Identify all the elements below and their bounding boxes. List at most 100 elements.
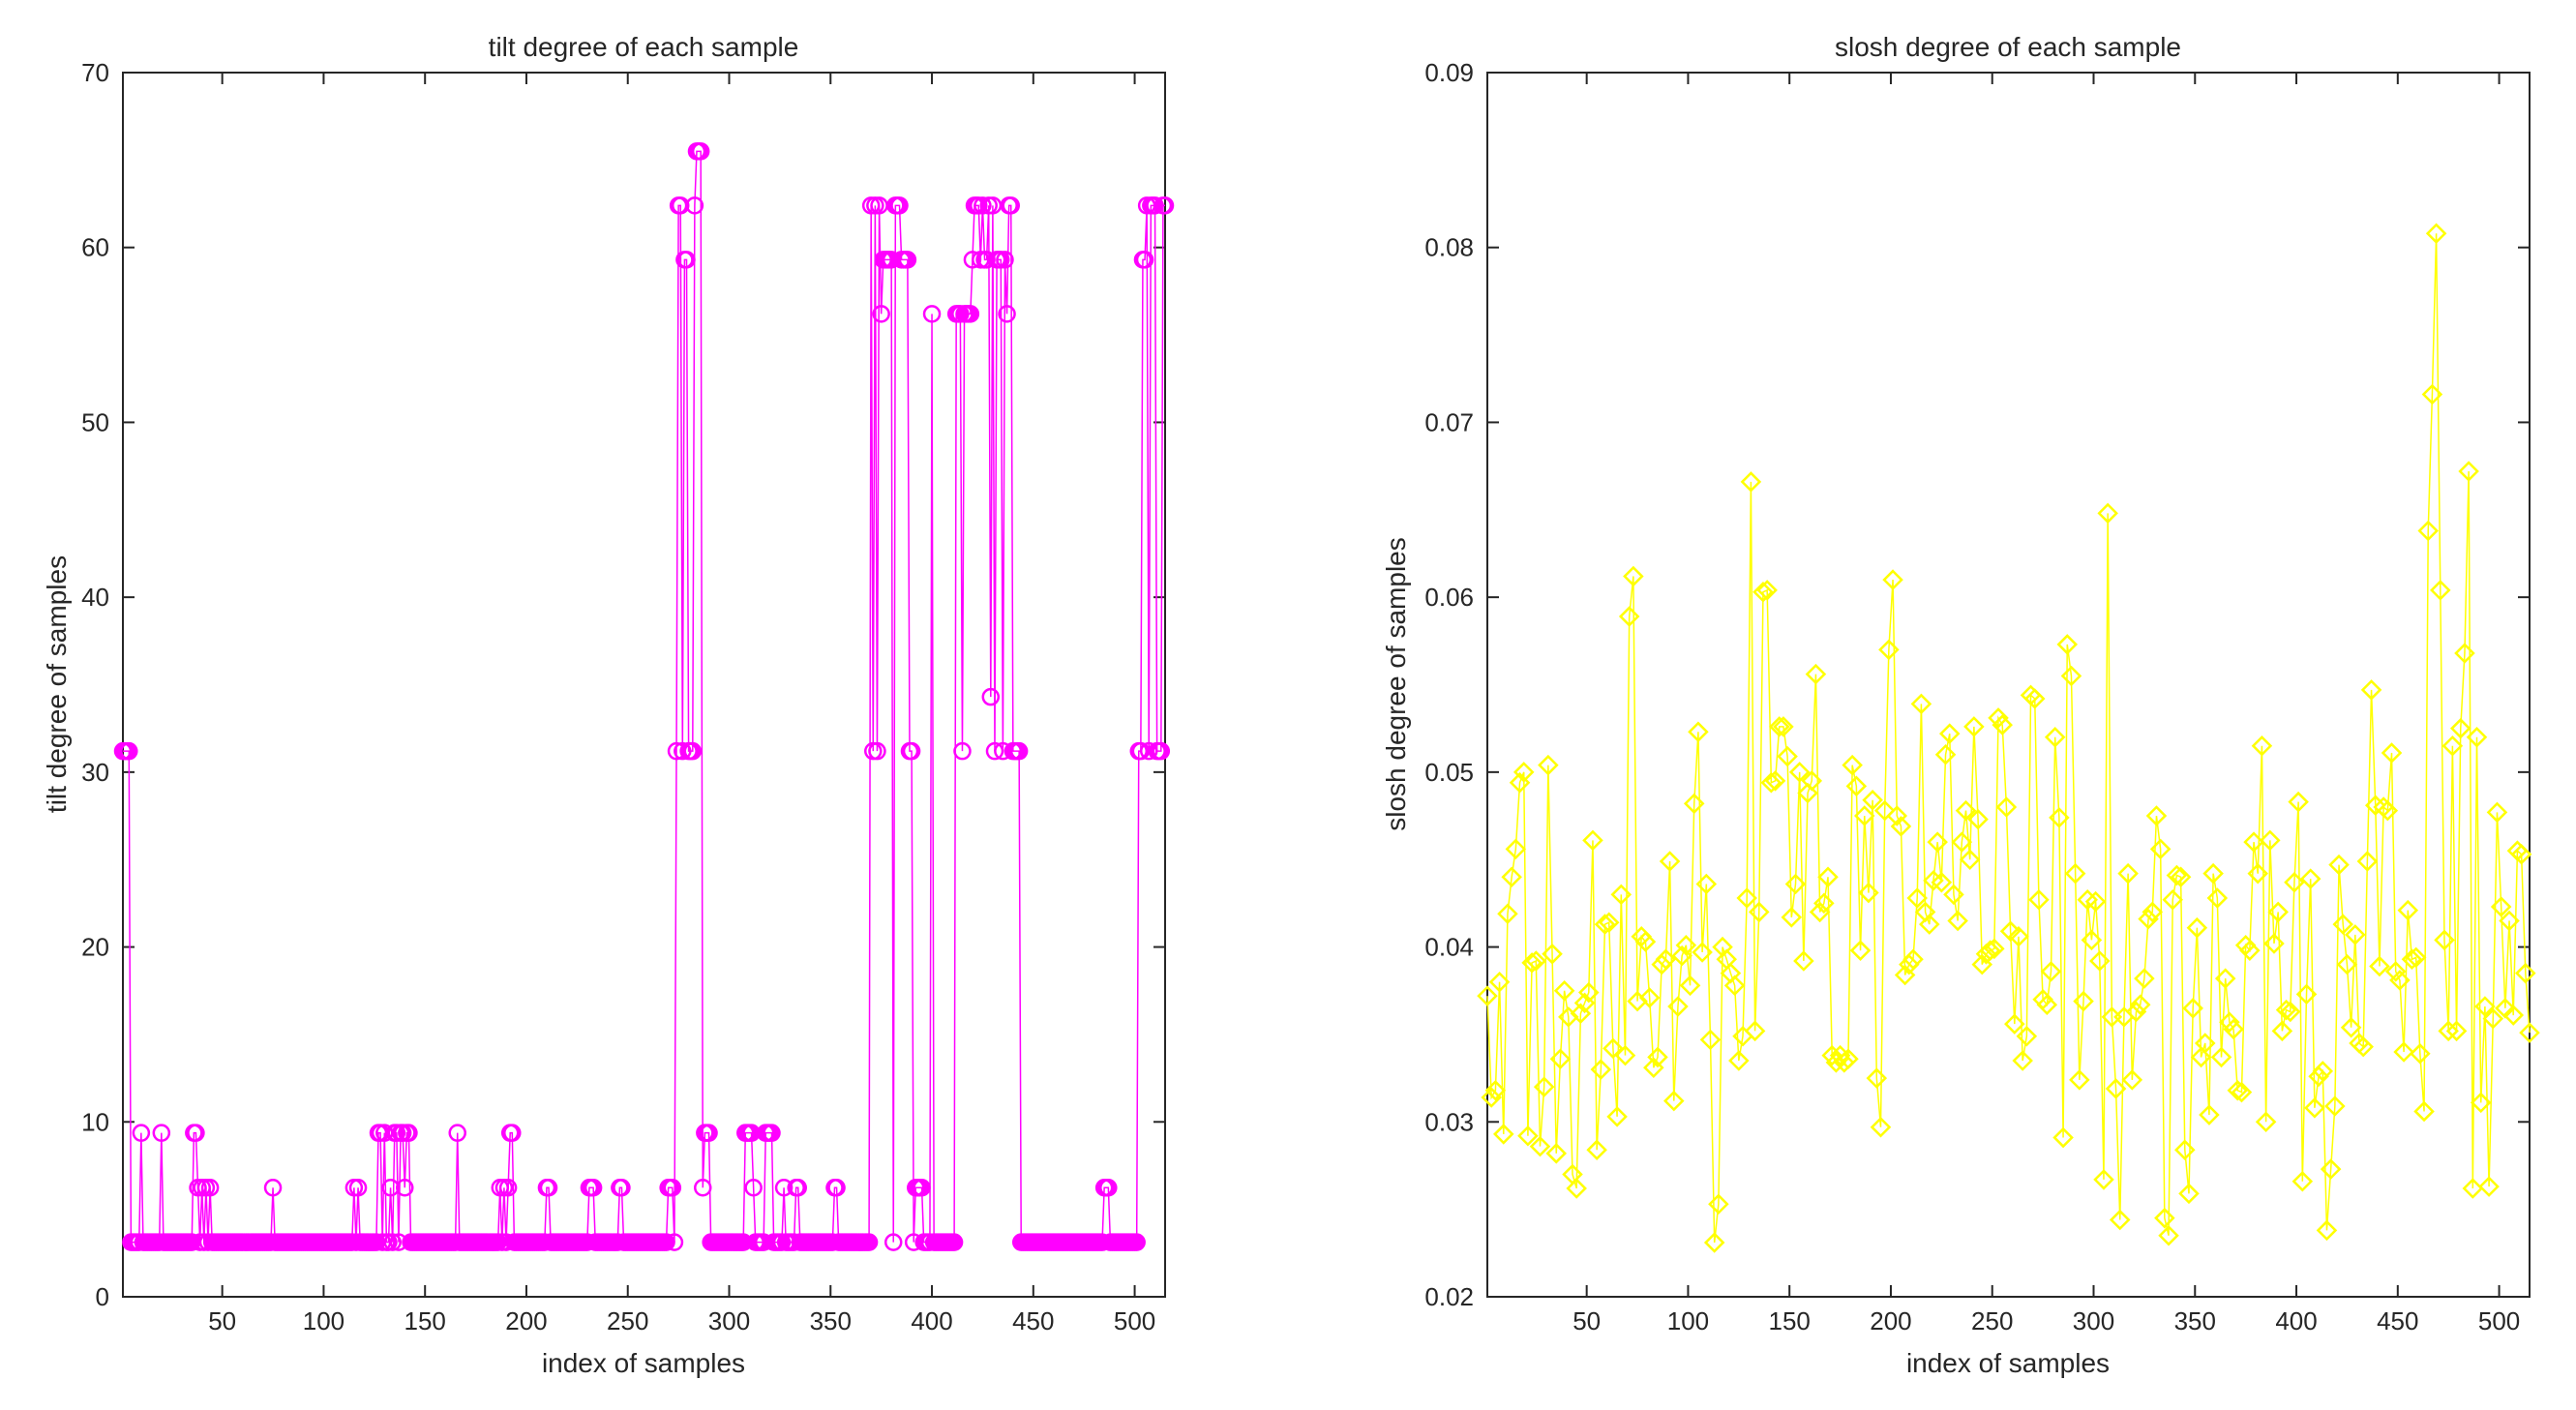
slosh-point [1623,565,1644,587]
slosh-point [2097,502,2118,525]
slosh-point [2345,924,2366,945]
slosh-point [1777,745,1798,767]
slosh-point [2413,1100,2435,1123]
slosh-point [1695,873,1718,895]
slosh-x-tick-label: 500 [2478,1306,2520,1335]
slosh-y-tick-label: 0.04 [1424,933,1474,962]
slosh-point [2219,1011,2240,1034]
slosh-point [2304,1097,2325,1119]
slosh-point [1979,940,2001,961]
slosh-point [2125,1001,2147,1023]
slosh-point [2441,735,2464,757]
slosh-point [2231,1081,2253,1103]
slosh-point [2515,962,2536,984]
slosh-point [1890,816,1912,837]
slosh-point [2056,634,2079,655]
slosh-point [2166,864,2188,886]
slosh-point [2206,887,2229,909]
tilt-x-tick-label: 300 [708,1306,750,1335]
slosh-point [2356,851,2379,872]
tilt-point [683,741,703,761]
slosh-ticks: 50 100 150 200 250 300 350 400 450 500 0.02 0.03 0.0… [1424,58,2530,1335]
slosh-point [1566,1178,1587,1199]
slosh-point [1805,663,1827,685]
tilt-x-tick-label: 200 [505,1306,547,1335]
slosh-point [1845,775,1868,797]
slosh-point [1484,1079,1507,1101]
slosh-series-line [1486,233,2531,1244]
slosh-point [1793,950,1814,972]
slosh-point [1533,1076,1555,1097]
slosh-point [1549,1048,1572,1069]
slosh-y-tick-label: 0.07 [1424,407,1474,436]
slosh-point [1784,873,1807,895]
tilt-point [977,251,996,269]
slosh-point [1931,871,1953,893]
slosh-point [1577,981,1600,1004]
slosh-point [2316,1219,2338,1242]
slosh-point [2393,1041,2414,1063]
tilt-point [1009,741,1029,761]
slosh-point [2308,1065,2329,1088]
tilt-point [872,305,890,323]
slosh-point [1902,948,1924,970]
slosh-point [1764,770,1786,792]
tilt-point [657,1233,675,1251]
slosh-point [1663,1090,1685,1112]
slosh-point [2449,717,2471,739]
slosh-point [1525,950,1547,972]
slosh-point [2008,925,2029,947]
slosh-point [1736,887,1757,909]
slosh-point [1603,1037,1624,1060]
slosh-y-tick-label: 0.02 [1424,1282,1474,1311]
slosh-point [2364,795,2386,816]
slosh-point [2149,838,2172,860]
slosh-point [1744,1020,1766,1042]
slosh-point [2438,1020,2459,1042]
slosh-point [2474,996,2496,1017]
slosh-point [2328,854,2350,876]
tilt-ticks: 50 100 150 200 250 300 350 400 450 500 0 10 20 30 40 50… [81,58,1165,1335]
tilt-series [113,142,1175,1251]
slosh-point [2478,1176,2500,1197]
slosh-point [2145,805,2168,826]
tilt-point [981,687,1001,706]
tilt-point [763,1124,781,1142]
tilt-x-tick-label: 400 [911,1306,952,1335]
tilt-x-tick-label: 450 [1012,1306,1054,1335]
slosh-point [1667,996,1689,1017]
tilt-x-tick-label: 150 [404,1306,446,1335]
slosh-point [2384,961,2407,982]
slosh-point [1886,805,1908,826]
slosh-point [1492,1124,1514,1145]
slosh-point [2312,1061,2334,1082]
slosh-point [2243,831,2264,853]
tilt-x-tick-label: 500 [1114,1306,1155,1335]
slosh-point [2466,726,2488,748]
slosh-point [1723,975,1746,997]
slosh-y-tick-label: 0.03 [1424,1107,1474,1136]
slosh-point [2279,1001,2301,1023]
slosh-x-axis-label: index of samples [1906,1348,2110,1378]
slosh-point [2089,950,2111,972]
slosh-point [1634,931,1657,952]
slosh-point [1740,471,1762,493]
slosh-point [2255,1111,2277,1133]
tilt-point [884,1233,903,1251]
slosh-point [2299,868,2321,889]
slosh-point [1853,805,1875,826]
slosh-point [1582,829,1603,852]
slosh-point [2360,679,2382,701]
tilt-point [448,1124,466,1142]
slosh-point [2284,871,2305,893]
tilt-point [187,1124,205,1142]
slosh-point [1692,942,1713,963]
slosh-point [1984,938,2005,960]
tilt-y-tick-label: 10 [81,1107,109,1136]
tilt-point [400,1124,418,1142]
slosh-point [1975,944,1997,965]
slosh-point [1756,580,1778,601]
slosh-point [1955,799,1977,822]
tilt-point [996,251,1014,269]
